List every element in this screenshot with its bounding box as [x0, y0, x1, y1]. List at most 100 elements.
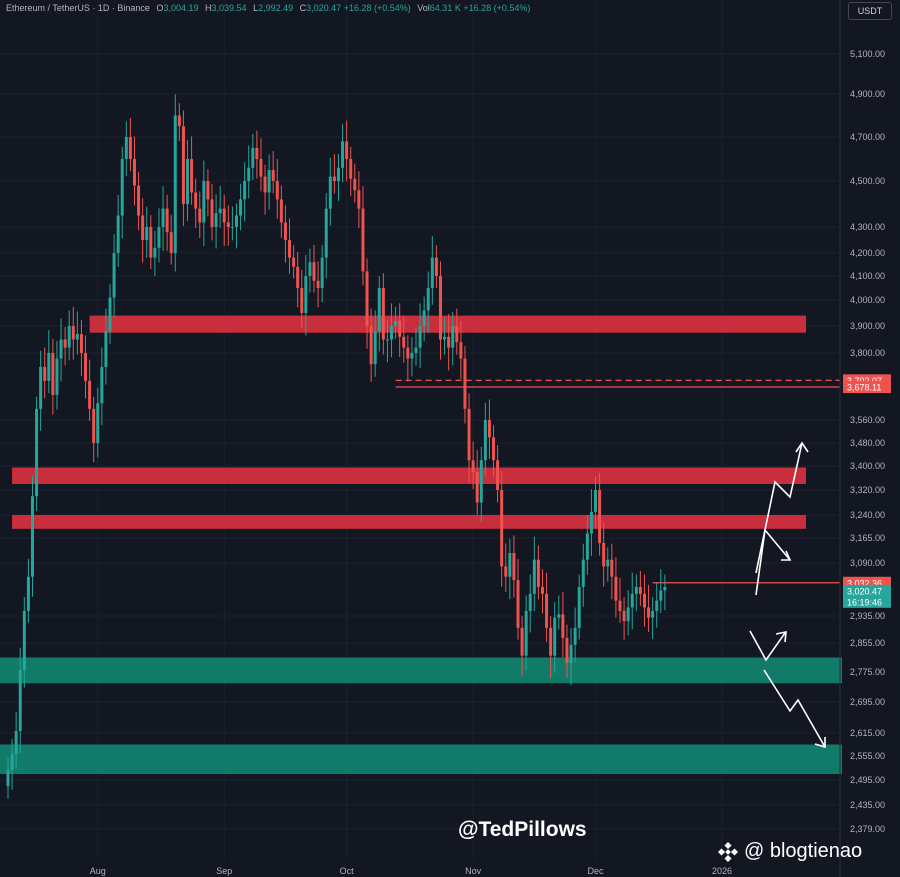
- candle: [577, 574, 581, 640]
- volume-change: +16.28 (+0.54%): [463, 3, 531, 13]
- candle: [26, 558, 30, 623]
- candle: [210, 183, 214, 241]
- candle: [471, 441, 475, 490]
- candle: [288, 218, 292, 274]
- candle: [92, 396, 96, 463]
- candle: [459, 321, 463, 379]
- candle: [259, 138, 263, 192]
- candle: [6, 757, 10, 799]
- candle: [116, 194, 120, 267]
- candle: [271, 151, 275, 194]
- y-tick-label: 4,200.00: [850, 248, 885, 258]
- candle: [10, 738, 14, 790]
- candle: [524, 595, 528, 671]
- candle: [230, 206, 234, 241]
- candle: [553, 602, 557, 673]
- candle: [610, 543, 614, 600]
- x-tick-label: 2026: [712, 866, 732, 876]
- candle: [39, 350, 43, 431]
- arrow-down-1: [749, 630, 787, 662]
- candle: [618, 577, 622, 623]
- candle: [651, 597, 655, 640]
- candle: [218, 186, 222, 228]
- y-tick-label: 2,935.00: [850, 611, 885, 621]
- candle: [422, 296, 426, 342]
- candle: [594, 476, 598, 529]
- candle: [492, 425, 496, 478]
- candle: [304, 254, 308, 336]
- candle: [528, 574, 532, 633]
- candle: [55, 340, 59, 410]
- candle: [512, 535, 516, 598]
- y-tick-label: 3,480.00: [850, 438, 885, 448]
- author-watermark: @TedPillows: [458, 818, 587, 841]
- candle: [332, 154, 336, 194]
- chart-header: Ethereum / TetherUS · 1D · Binance O3,00…: [6, 3, 531, 13]
- candle: [243, 162, 247, 222]
- low-value: 2,992.49: [258, 3, 294, 13]
- high-value: 3,039.54: [211, 3, 247, 13]
- candle: [132, 136, 136, 206]
- candle: [141, 198, 145, 263]
- candle: [128, 117, 132, 172]
- candle: [365, 258, 369, 349]
- candle: [475, 450, 479, 515]
- candle: [647, 584, 651, 632]
- candle: [655, 583, 659, 628]
- candle: [71, 306, 75, 360]
- y-tick-label: 3,165.00: [850, 533, 885, 543]
- candle: [153, 230, 157, 277]
- candle: [438, 261, 442, 360]
- candle: [496, 445, 500, 503]
- y-tick-label: 2,379.00: [850, 824, 885, 834]
- resistance-zone-1: [89, 315, 807, 333]
- x-tick-label: Aug: [90, 866, 106, 876]
- candle: [100, 347, 104, 426]
- candle: [35, 396, 39, 512]
- candle: [467, 393, 471, 483]
- candle: [663, 574, 667, 611]
- candle: [341, 124, 345, 183]
- candle: [251, 134, 255, 180]
- candle: [328, 157, 332, 226]
- candle: [402, 315, 406, 363]
- candle: [308, 248, 312, 293]
- candle: [394, 306, 398, 339]
- candle: [642, 574, 646, 627]
- candle: [263, 164, 267, 215]
- candles: [6, 94, 667, 799]
- candle: [385, 320, 389, 363]
- y-tick-label: 4,000.00: [850, 295, 885, 305]
- candle: [296, 251, 300, 308]
- candle: [30, 475, 34, 597]
- y-tick-label: 2,855.00: [850, 638, 885, 648]
- y-tick-label: 4,700.00: [850, 132, 885, 142]
- candle: [626, 590, 630, 636]
- candle: [540, 569, 544, 614]
- candle: [336, 154, 340, 201]
- support-zone-4: [0, 657, 842, 684]
- candle: [104, 308, 108, 385]
- candle: [398, 303, 402, 357]
- arrow-up-2: [755, 528, 792, 596]
- volume-value: 64.31 K: [429, 3, 461, 13]
- price-zones: [0, 315, 842, 774]
- candle: [161, 186, 165, 252]
- candle: [451, 312, 455, 366]
- support-zone-5: [0, 744, 842, 774]
- candle: [124, 121, 128, 177]
- candle: [84, 335, 88, 399]
- candle: [614, 557, 618, 618]
- candle: [622, 597, 626, 640]
- candle: [353, 163, 357, 203]
- y-tick-label: 4,300.00: [850, 222, 885, 232]
- candle: [173, 94, 177, 272]
- candle: [447, 314, 451, 371]
- candle: [406, 335, 410, 382]
- y-tick-label: 4,500.00: [850, 176, 885, 186]
- currency-button[interactable]: USDT: [848, 2, 892, 20]
- candle: [112, 234, 116, 318]
- candle: [324, 193, 328, 279]
- candle: [455, 308, 459, 355]
